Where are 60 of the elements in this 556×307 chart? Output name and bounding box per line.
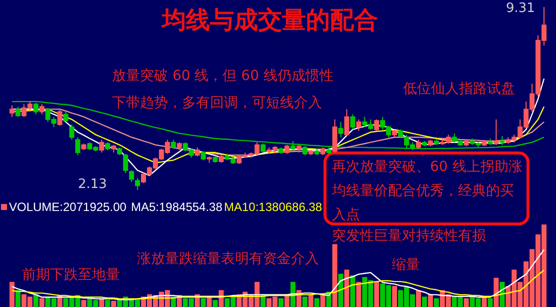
candlestick [75,136,80,156]
bar [464,298,469,307]
bar [392,286,398,307]
bar [212,300,218,307]
candlestick [350,114,356,130]
bar [332,244,338,307]
annotation: 突发性巨量对持续性有损 [332,228,486,244]
candlestick [129,170,134,182]
bar [314,298,320,307]
candlestick [123,153,128,174]
bar [39,298,44,307]
annotation: 放量突破 60 线，但 60 线仍成惯性 [112,68,334,84]
bar [434,298,439,307]
annotation: 低位仙人指路试盘 [403,81,515,97]
bar [428,294,433,307]
bar [350,275,356,307]
candlestick [374,118,380,132]
bar [15,290,20,307]
bar [9,282,14,307]
annotation: 下带趋势，多有回调，可短线介入 [112,95,322,111]
bar [278,298,284,307]
candlestick [356,118,362,132]
candlestick [338,121,344,138]
bar [200,298,206,307]
candlestick [15,106,20,118]
text: MA10:1380686.38 [224,200,322,214]
bar [422,296,427,307]
legend-label: VOLUME:2071925.00 [9,200,127,214]
annotation: 再次放量突破、60 线上拐助涨均线量价配合优秀，经典的买入点 [331,159,522,223]
bar [320,294,326,307]
bar [416,290,421,307]
candlestick [344,108,350,136]
annotation: 缩量 [392,257,420,273]
annotation: 9.31 [506,1,535,16]
annotation: 2.13 [78,177,107,192]
candlestick [9,104,14,118]
candlestick [99,139,104,154]
candlestick [63,111,68,122]
candlestick [69,124,74,140]
bar [344,270,350,307]
bar [105,300,110,307]
bar [488,298,493,307]
bar [338,274,344,307]
bar [494,278,499,307]
candlestick [57,108,62,126]
bar [81,300,86,307]
bar [33,294,38,307]
bar [302,296,308,307]
annotation: 前期下跌至地量 [22,267,120,283]
text: MA5:1984554.38 [131,200,223,214]
bar [374,282,380,307]
bar [284,295,290,307]
chart-title: 均线与成交量的配合 [160,6,378,34]
candlestick [494,118,499,146]
candlestick [135,178,140,190]
bar [356,282,362,307]
annotation: 涨放量跌缩量表明有资金介入 [137,251,319,267]
candlestick [39,104,44,115]
bar [111,300,116,307]
bar [308,295,314,307]
